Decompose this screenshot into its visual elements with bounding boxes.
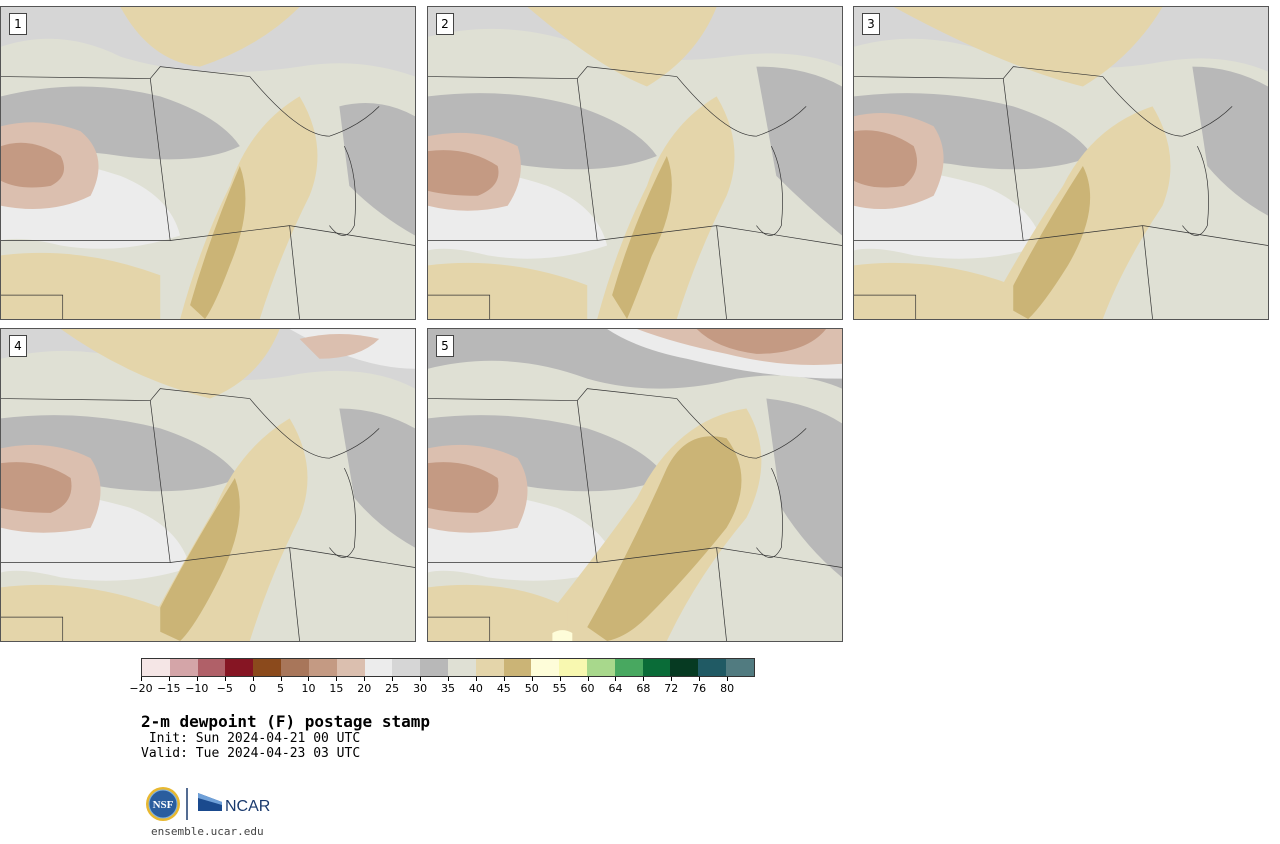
colorbar-tick-mark	[475, 677, 477, 681]
ncar-logo-text: NCAR	[225, 798, 270, 815]
colorbar-tick-mark	[503, 677, 505, 681]
colorbar-tick-mark	[141, 677, 142, 681]
nsf-ncar-logos: NSF NCAR	[146, 787, 270, 821]
colorbar-tick-label: 25	[385, 682, 400, 695]
colorbar-segment	[281, 659, 309, 676]
colorbar-tick-label: 80	[720, 682, 735, 695]
init-time: Sun 2024-04-21 00 UTC	[195, 731, 361, 746]
colorbar-tick-label: 15	[329, 682, 344, 695]
colorbar-tick-label: 68	[636, 682, 651, 695]
colorbar-tick-mark	[420, 677, 422, 681]
colorbar-tick-labels: −20 −15 −10 −5 0 5 10 15 20 25 30 35 40 45 50 55 60 64 68 7…	[129, 677, 755, 697]
colorbar-tick-label: −5	[216, 682, 233, 695]
ncar-logo: NCAR	[198, 793, 270, 815]
panel-number-label: 4	[9, 335, 27, 357]
nsf-logo: NSF	[146, 787, 180, 821]
ensemble-member-panel-2: 2	[427, 6, 843, 320]
valid-time: Tue 2024-04-23 03 UTC	[195, 746, 361, 761]
panel-number-label: 2	[436, 13, 454, 35]
colorbar-segment	[169, 659, 198, 676]
colorbar-segment	[503, 659, 532, 676]
colorbar-tick-label: 50	[524, 682, 539, 695]
colorbar-segment	[670, 659, 699, 676]
colorbar-tick-mark	[224, 677, 226, 681]
panel-number-label: 3	[862, 13, 880, 35]
colorbar-segment	[447, 659, 476, 676]
dewpoint-colorbar	[141, 658, 755, 677]
colorbar-tick-label: 60	[580, 682, 595, 695]
colorbar-segment	[420, 659, 448, 676]
colorbar-tick-mark	[531, 677, 533, 681]
colorbar-tick-mark	[643, 677, 645, 681]
colorbar-tick-label: 40	[468, 682, 483, 695]
colorbar-segment	[253, 659, 282, 676]
colorbar-tick-label: 20	[357, 682, 372, 695]
colorbar-tick-label: 35	[441, 682, 455, 695]
colorbar-segment	[587, 659, 615, 676]
colorbar-segment	[475, 659, 504, 676]
colorbar-tick-mark	[336, 677, 338, 681]
colorbar-segment	[336, 659, 365, 676]
colorbar-segment	[197, 659, 226, 676]
dewpoint-map-1	[1, 7, 415, 319]
colorbar-tick-label: −10	[185, 682, 209, 695]
colorbar-tick-mark	[671, 677, 673, 681]
panel-number-label: 5	[436, 335, 454, 357]
init-time-line: Init: Sun 2024-04-21 00 UTC	[141, 731, 360, 746]
colorbar-tick-mark	[280, 677, 282, 681]
colorbar-tick-mark	[252, 677, 254, 681]
colorbar-tick-label: 30	[413, 682, 428, 695]
nsf-logo-text: NSF	[153, 799, 174, 811]
colorbar-tick-mark	[392, 677, 394, 681]
colorbar-tick-label: 72	[664, 682, 679, 695]
valid-time-line: Valid: Tue 2024-04-23 03 UTC	[141, 746, 360, 761]
dewpoint-map-4	[1, 329, 415, 641]
dewpoint-map-2	[428, 7, 842, 319]
colorbar-tick-mark	[448, 677, 449, 681]
ensemble-member-panel-4: 4	[0, 328, 416, 642]
colorbar-tick-label: 55	[552, 682, 567, 695]
ensemble-member-panel-5: 5	[427, 328, 843, 642]
panel-number-label: 1	[9, 13, 27, 35]
colorbar-tick-mark	[559, 677, 561, 681]
ensemble-member-panel-3: 3	[853, 6, 1269, 320]
colorbar-tick-mark	[699, 677, 701, 681]
colorbar-segment	[225, 659, 254, 676]
colorbar-tick-mark	[308, 677, 310, 681]
ensemble-url: ensemble.ucar.edu	[151, 825, 264, 838]
init-label: Init:	[148, 731, 188, 746]
dewpoint-map-5	[428, 329, 842, 641]
colorbar-segment	[364, 659, 393, 676]
colorbar-segment	[531, 659, 560, 676]
colorbar-tick-label: 10	[301, 682, 316, 695]
colorbar-tick-mark	[727, 677, 729, 681]
dewpoint-map-3	[854, 7, 1268, 319]
colorbar-tick-mark	[587, 677, 589, 681]
colorbar-tick-mark	[615, 677, 617, 681]
colorbar-tick-label: 45	[496, 682, 511, 695]
colorbar-segment	[559, 659, 587, 676]
colorbar-tick-mark	[196, 677, 198, 681]
colorbar-segment	[726, 659, 754, 676]
colorbar-tick-label: 76	[692, 682, 707, 695]
colorbar-segment	[392, 659, 421, 676]
colorbar-tick-label: 64	[608, 682, 623, 695]
colorbar-tick-label: −20	[129, 682, 153, 695]
colorbar-tick-mark	[364, 677, 366, 681]
colorbar-segment	[614, 659, 643, 676]
colorbar-segment	[308, 659, 337, 676]
colorbar-tick-label: 0	[249, 682, 257, 695]
colorbar-tick-label: −15	[157, 682, 181, 695]
figure-title: 2-m dewpoint (F) postage stamp	[141, 712, 430, 731]
colorbar-segment	[142, 659, 170, 676]
colorbar-tick-label: 5	[277, 682, 285, 695]
colorbar-segment	[698, 659, 727, 676]
ensemble-member-panel-1: 1	[0, 6, 416, 320]
valid-label: Valid:	[141, 746, 188, 761]
colorbar-tick-mark	[168, 677, 170, 681]
colorbar-segment	[642, 659, 671, 676]
